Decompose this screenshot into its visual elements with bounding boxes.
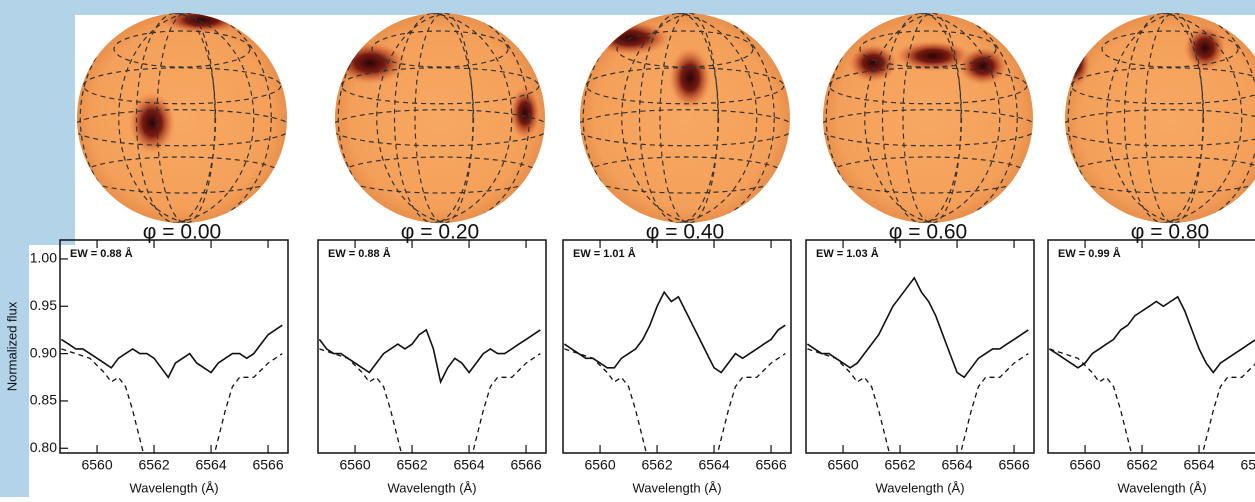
plot-frame	[317, 239, 547, 454]
model-line	[807, 348, 1029, 453]
x-tick-label: 6560	[81, 457, 112, 473]
phase-label: φ = 0.40	[646, 221, 724, 244]
sphere-surface	[823, 13, 1033, 223]
plot-frame	[805, 239, 1035, 454]
plot-frame	[1047, 239, 1255, 454]
x-tick-label: 6562	[884, 457, 915, 473]
x-axis-label: Wavelength (Å)	[129, 480, 218, 495]
parallel	[828, 67, 1028, 105]
x-tick-label: 6562	[396, 457, 427, 473]
x-tick-label: 6560	[1069, 457, 1100, 473]
x-axis-label: Wavelength (Å)	[387, 480, 476, 495]
meridian	[1067, 13, 1243, 223]
x-tick-label: 6566	[998, 457, 1029, 473]
parallel	[1070, 67, 1255, 105]
meridian	[582, 13, 758, 223]
spot	[509, 85, 541, 141]
meridian	[118, 13, 272, 223]
x-tick-label: 6566	[1240, 457, 1255, 473]
x-tick-label: 6560	[584, 457, 615, 473]
x-tick-label: 6566	[510, 457, 541, 473]
x-tick-label: 6560	[339, 457, 370, 473]
y-tick-label: 0.85	[30, 392, 57, 408]
annotation: EW = 0.88 Å	[70, 247, 133, 260]
phase-label: φ = 0.00	[143, 221, 221, 244]
observed-line	[60, 324, 283, 379]
y-tick-label: 0.95	[30, 297, 57, 313]
parallel	[585, 67, 785, 105]
parallel	[859, 30, 997, 68]
x-axis-label: Wavelength (Å)	[1117, 480, 1206, 495]
meridian	[376, 13, 530, 223]
x-tick-label: 6564	[195, 457, 226, 473]
y-tick-label: 0.80	[30, 439, 57, 455]
meridian	[414, 13, 474, 223]
x-tick-label: 6562	[1126, 457, 1157, 473]
model-line	[564, 348, 786, 453]
x-tick-label: 6562	[138, 457, 169, 473]
observed-line	[563, 290, 786, 374]
phase-label: φ = 0.20	[401, 221, 479, 244]
plot-frame	[59, 239, 289, 454]
x-axis-label: Wavelength (Å)	[632, 480, 721, 495]
x-tick-label: 6562	[641, 457, 672, 473]
x-tick-label: 6560	[827, 457, 858, 473]
plot-frame	[562, 239, 792, 454]
meridian	[337, 13, 513, 223]
meridian	[79, 13, 255, 223]
y-tick-label: 1.00	[30, 250, 57, 266]
spot	[847, 43, 899, 83]
x-axis-label: Wavelength (Å)	[875, 480, 964, 495]
spot	[957, 46, 1009, 86]
x-tick-label: 6564	[453, 457, 484, 473]
parallel	[82, 67, 282, 105]
meridian	[156, 13, 216, 223]
observed-line	[806, 276, 1029, 379]
meridian	[1123, 13, 1205, 223]
meridian	[864, 13, 1018, 223]
model-line	[61, 348, 283, 453]
meridian	[621, 13, 775, 223]
x-tick-label: 6564	[941, 457, 972, 473]
spot	[1183, 24, 1227, 72]
meridian	[1144, 13, 1204, 223]
sphere	[580, 13, 790, 223]
annotation: EW = 0.88 Å	[328, 247, 391, 260]
x-tick-label: 6564	[1183, 457, 1214, 473]
model-line	[319, 348, 541, 453]
parallel	[1101, 30, 1239, 68]
parallel	[113, 30, 251, 68]
phase-label: φ = 0.60	[889, 221, 967, 244]
meridian	[825, 13, 1001, 223]
parallel	[616, 30, 754, 68]
model-line	[1049, 348, 1255, 453]
parallel	[371, 30, 509, 68]
spot	[160, 13, 244, 34]
annotation: EW = 0.99 Å	[1058, 247, 1121, 260]
sphere	[77, 13, 287, 223]
observed-line	[1048, 295, 1255, 374]
annotation: EW = 1.01 Å	[573, 247, 636, 260]
annotation: EW = 1.03 Å	[816, 247, 879, 260]
spot	[128, 91, 176, 155]
spot	[668, 46, 712, 110]
y-tick-label: 0.90	[30, 344, 57, 360]
x-tick-label: 6566	[252, 457, 283, 473]
meridian	[902, 13, 962, 223]
spot	[893, 40, 973, 72]
x-tick-label: 6564	[698, 457, 729, 473]
phase-label: φ = 0.80	[1131, 221, 1209, 244]
y-axis-label: Normalized flux	[4, 301, 19, 391]
parallel	[340, 67, 540, 105]
observed-line	[318, 328, 541, 385]
x-tick-label: 6566	[755, 457, 786, 473]
frame-inset	[29, 15, 75, 245]
meridian	[659, 13, 719, 223]
